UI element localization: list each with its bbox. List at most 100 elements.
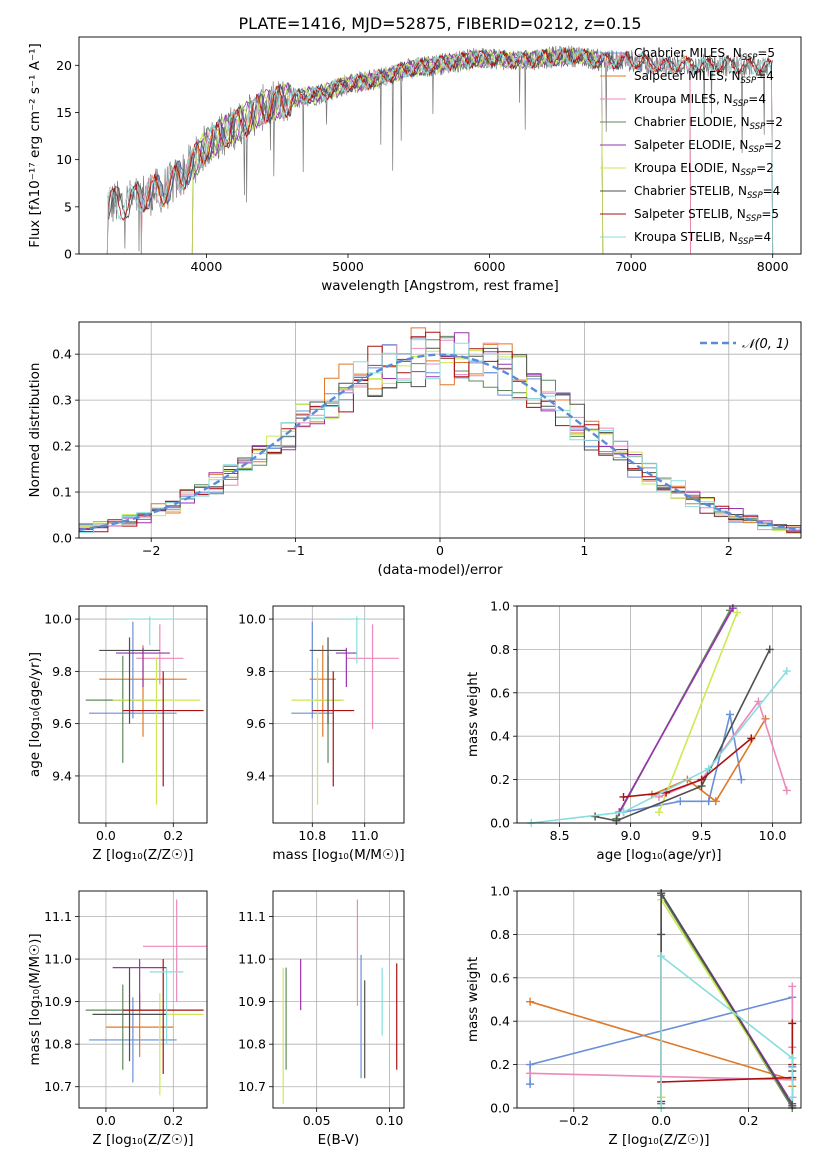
mass-vs-ebv-ytick-label: 10.7 [238, 1079, 266, 1094]
age-vs-mass-axes: 10.8 11.0 9.4 9.6 9.8 10.0 mass [log₁₀(M/M☉)] [238, 606, 405, 863]
weight-vs-age-xtick-label: 10.0 [759, 828, 787, 843]
age-vs-mass-xtick-label: 11.0 [351, 828, 379, 843]
weight-vs-age-frame [516, 605, 802, 824]
mass-vs-Z-ytick-label: 10.8 [44, 1037, 72, 1052]
weight-vs-age-weight-marker [728, 604, 737, 613]
age-vs-mass-errorbar-point [291, 658, 344, 805]
spectrum-xtick-label: 7000 [615, 259, 647, 274]
weight-vs-Z-ytick-label: 1.0 [490, 884, 510, 899]
weight-vs-age-weight-line [651, 718, 767, 803]
age-vs-Z-xtick-label: 0.0 [96, 828, 116, 843]
weight-vs-age-weight-line [531, 670, 788, 824]
mass-vs-Z-ytick-label: 10.7 [44, 1079, 72, 1094]
spectrum-legend-entry: Salpeter STELIB, NSSP=5 [634, 207, 779, 224]
spectrum-legend: Chabrier MILES, NSSP=5 Salpeter MILES, NS… [600, 46, 783, 247]
age-vs-mass-ytick-label: 9.8 [246, 664, 266, 679]
spectrum-frame [78, 36, 802, 255]
spectrum-legend-entry: Kroupa STELIB, NSSP=4 [634, 230, 771, 247]
residual-histogram-series [79, 331, 801, 533]
age-vs-mass-errorbar-point [309, 637, 347, 724]
weight-vs-age-weight-line [623, 737, 752, 798]
age-vs-mass-ytick-label: 10.0 [238, 612, 266, 627]
spectrum-xtick-label: 6000 [474, 259, 506, 274]
weight-vs-Z-weight-marker [788, 1019, 797, 1028]
weight-vs-Z-weight-marker [657, 889, 666, 898]
mass-vs-ebv-axes: 0.05 0.10 10.7 10.8 10.9 11.0 11.1 E(B-V) [238, 891, 404, 1148]
mass-vs-ebv-ytick-label: 11.0 [238, 952, 266, 967]
mass-vs-Z-ytick-label: 11.0 [44, 952, 72, 967]
figure-title: PLATE=1416, MJD=52875, FIBERID=0212, z=0… [238, 14, 641, 33]
weight-vs-age-weight-line [623, 714, 743, 813]
mass-vs-Z-errorbar-point [92, 967, 167, 1062]
spectrum-xtick-label: 4000 [191, 259, 223, 274]
mass-vs-Z-errorbar-point [149, 967, 184, 1045]
spectrum-xtick-label: 8000 [757, 259, 789, 274]
weight-vs-age-ytick-label: 0.6 [490, 685, 510, 700]
weight-vs-age-weight-marker [726, 710, 734, 719]
age-vs-mass-ytick-label: 9.4 [246, 768, 266, 783]
weight-vs-age-xtick-label: 9.0 [621, 828, 641, 843]
weight-vs-Z-frame [516, 890, 802, 1109]
mass-vs-Z-errorbar-point [122, 959, 204, 1074]
residuals-ylabel: Normed distribution [27, 363, 43, 498]
age-vs-Z-ytick-label: 10.0 [44, 612, 72, 627]
age-vs-Z-errorbar-point [122, 616, 177, 646]
spectrum-model-line [140, 46, 691, 254]
weight-vs-Z-weight-line [660, 954, 794, 1108]
weight-vs-Z-ytick-label: 0.6 [490, 970, 510, 985]
residual-legend-entry: 𝒩(0, 1) [742, 337, 789, 352]
residuals-ytick-label: 0.1 [52, 485, 72, 500]
weight-vs-age-weight-marker [704, 764, 713, 773]
age-vs-Z-xtick-label: 0.2 [163, 828, 183, 843]
age-vs-Z-errorbar-point [112, 658, 201, 805]
residuals-xtick-label: −1 [286, 543, 304, 558]
residuals-xtick-label: 0 [436, 543, 444, 558]
weight-vs-Z-weight-marker [788, 1093, 797, 1102]
mass-vs-Z-ytick-label: 11.1 [44, 909, 72, 924]
weight-vs-age-weight-marker [711, 797, 720, 806]
spectrum-legend-entry: Salpeter ELODIE, NSSP=2 [634, 138, 782, 155]
weight-vs-age-xlabel: age [log₁₀(age/yr)] [596, 847, 721, 863]
weight-vs-age-weight-marker [704, 797, 713, 806]
weight-vs-age-weight-marker [655, 808, 663, 817]
age-vs-Z-ytick-label: 9.8 [52, 664, 72, 679]
weight-vs-age-weight-marker [697, 775, 706, 784]
spectrum-legend-entry: Kroupa MILES, NSSP=4 [634, 92, 766, 109]
weight-vs-age-axes: 8.5 9.0 9.5 10.0 0.0 0.2 0.4 0.6 0.8 1.0 age [log₁… [465, 599, 801, 863]
spectrum-ytick-label: 5 [64, 199, 72, 214]
weight-vs-Z-xtick-label: 0.2 [739, 1113, 759, 1128]
residuals-xtick-label: 1 [580, 543, 588, 558]
spectrum-model-line [106, 46, 774, 254]
residuals-axes: −2 −1 0 1 2 0.0 0.1 0.2 0.3 0.4 (data-model)/error… [27, 322, 801, 578]
weight-vs-age-ytick-label: 0.0 [490, 816, 510, 831]
age-vs-mass-errorbar-point [346, 624, 399, 729]
weight-vs-age-weight-marker [676, 797, 685, 806]
mass-vs-Z-ytick-label: 10.9 [44, 994, 72, 1009]
residuals-xlabel: (data-model)/error [377, 562, 503, 578]
spectrum-legend-entry: Kroupa ELODIE, NSSP=2 [634, 161, 774, 178]
weight-vs-age-weight-marker [619, 808, 628, 817]
age-vs-mass-ytick-label: 9.6 [246, 716, 266, 731]
age-vs-mass-frame [272, 605, 405, 824]
weight-vs-Z-ytick-label: 0.2 [490, 1057, 510, 1072]
weight-vs-age-weight-marker [619, 792, 628, 801]
age-vs-mass-errorbar-point [309, 645, 336, 737]
age-vs-Z-errorbar-point [99, 637, 160, 724]
spectrum-ylabel: Flux [fλ10⁻¹⁷ erg cm⁻² s⁻¹ A⁻¹] [27, 43, 43, 248]
weight-vs-age-xtick-label: 8.5 [550, 828, 570, 843]
mass-vs-Z-errorbar-point [143, 899, 207, 1002]
mass-vs-Z-errorbar-point [112, 959, 167, 1011]
spectrum-xlabel: wavelength [Angstrom, rest frame] [321, 278, 559, 294]
weight-vs-Z-ytick-label: 0.8 [490, 927, 510, 942]
residuals-xtick-label: 2 [725, 543, 733, 558]
mass-vs-Z-xtick-label: 0.2 [163, 1113, 183, 1128]
mass-vs-ebv-xtick-label: 0.05 [303, 1113, 331, 1128]
weight-vs-age-weight-marker [754, 697, 763, 706]
weight-vs-age-weight-marker [747, 734, 756, 743]
weight-vs-Z-weight-marker [526, 1060, 535, 1069]
spectrum-legend-entry: Salpeter MILES, NSSP=4 [634, 69, 774, 86]
normal-reference-curve [79, 353, 801, 532]
weight-vs-age-weight-marker [782, 786, 791, 795]
residuals-ytick-label: 0.3 [52, 393, 72, 408]
spectrum-axes: 4000 5000 6000 7000 8000 0 5 10 15 20 wavelength [… [27, 43, 789, 294]
